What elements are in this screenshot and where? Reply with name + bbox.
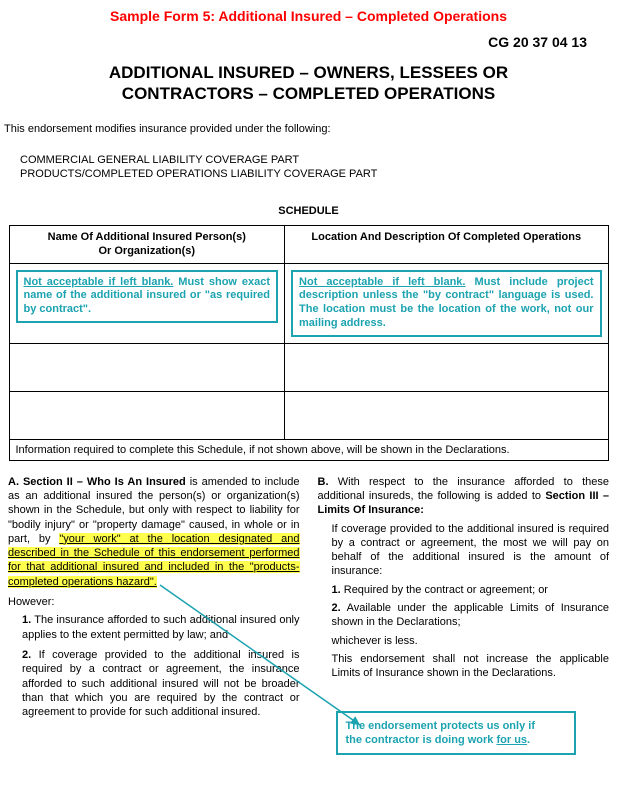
cell-callout2: Not acceptable if left blank. Must inclu… (285, 263, 608, 343)
col2-header: Location And Description Of Completed Op… (285, 226, 608, 264)
schedule-footer: Information required to complete this Sc… (9, 439, 608, 460)
table-footer-row: Information required to complete this Sc… (9, 439, 608, 460)
callout-protect: The endorsement protects us only if the … (336, 711, 576, 756)
schedule-table: Name Of Additional Insured Person(s) Or … (9, 225, 609, 461)
section-a-item1-text: The insurance afforded to such additiona… (22, 614, 300, 640)
callout1-underline: Not acceptable if left blank. (24, 276, 174, 288)
section-b-item2-text: Available under the applicable Limits of… (332, 602, 610, 628)
cell-callout1: Not acceptable if left blank. Must show … (9, 263, 285, 343)
section-b-item2: 2. Available under the applicable Limits… (332, 601, 610, 630)
section-b-para2: This endorsement shall not increase the … (332, 652, 610, 681)
table-row-empty1 (9, 343, 608, 391)
main-title: ADDITIONAL INSURED – OWNERS, LESSEES OR … (0, 50, 617, 109)
table-header-row: Name Of Additional Insured Person(s) Or … (9, 226, 608, 264)
column-a: A. Section II – Who Is An Insured is ame… (8, 475, 300, 755)
intro-text: This endorsement modifies insurance prov… (0, 109, 617, 143)
section-b-b: B. (318, 476, 329, 488)
section-b-whichever: whichever is less. (332, 634, 610, 648)
section-a-bold: A. Section II – Who Is An Insured (8, 476, 186, 488)
however-label: However: (8, 595, 300, 609)
callout-protect-l1: The endorsement protects us only if (346, 720, 535, 732)
table-row-callouts: Not acceptable if left blank. Must show … (9, 263, 608, 343)
coverage-line1: COMMERCIAL GENERAL LIABILITY COVERAGE PA… (20, 153, 613, 167)
callout-protect-l2pre: the contractor is doing work (346, 734, 497, 746)
section-a-item1: 1. The insurance afforded to such additi… (22, 613, 300, 642)
section-b-item1-text: Required by the contract or agreement; o… (344, 584, 548, 596)
callout-protect-l2post: . (527, 734, 530, 746)
callout-protect-u: for us (496, 734, 527, 746)
col1-header-l2: Or Organization(s) (98, 245, 195, 257)
table-row-empty2 (9, 391, 608, 439)
section-a-item2-text: If coverage provided to the additional i… (22, 649, 300, 718)
section-a-list: 1. The insurance afforded to such additi… (8, 613, 300, 719)
form-code: CG 20 37 04 13 (0, 24, 617, 50)
title-line2: CONTRACTORS – COMPLETED OPERATIONS (122, 84, 495, 103)
column-b: B. With respect to the insurance afforde… (318, 475, 610, 755)
callout-box-2: Not acceptable if left blank. Must inclu… (291, 270, 601, 337)
section-a-item2: 2. If coverage provided to the additiona… (22, 648, 300, 719)
sample-form-header: Sample Form 5: Additional Insured – Comp… (0, 0, 617, 24)
body-columns: A. Section II – Who Is An Insured is ame… (0, 461, 617, 755)
schedule-label: SCHEDULE (0, 185, 617, 225)
section-b-body: If coverage provided to the additional i… (318, 522, 610, 681)
callout-box-1: Not acceptable if left blank. Must show … (16, 270, 279, 323)
coverage-line2: PRODUCTS/COMPLETED OPERATIONS LIABILITY … (20, 167, 613, 181)
callout2-underline: Not acceptable if left blank. (299, 276, 465, 288)
section-b-para1: If coverage provided to the additional i… (332, 522, 610, 579)
title-line1: ADDITIONAL INSURED – OWNERS, LESSEES OR (109, 63, 508, 82)
col1-header: Name Of Additional Insured Person(s) Or … (9, 226, 285, 264)
coverage-parts: COMMERCIAL GENERAL LIABILITY COVERAGE PA… (0, 143, 617, 186)
section-a-para: A. Section II – Who Is An Insured is ame… (8, 475, 300, 589)
col1-header-l1: Name Of Additional Insured Person(s) (48, 231, 246, 243)
section-b-lead: B. With respect to the insurance afforde… (318, 475, 610, 518)
section-b-item1: 1. Required by the contract or agreement… (332, 583, 610, 597)
